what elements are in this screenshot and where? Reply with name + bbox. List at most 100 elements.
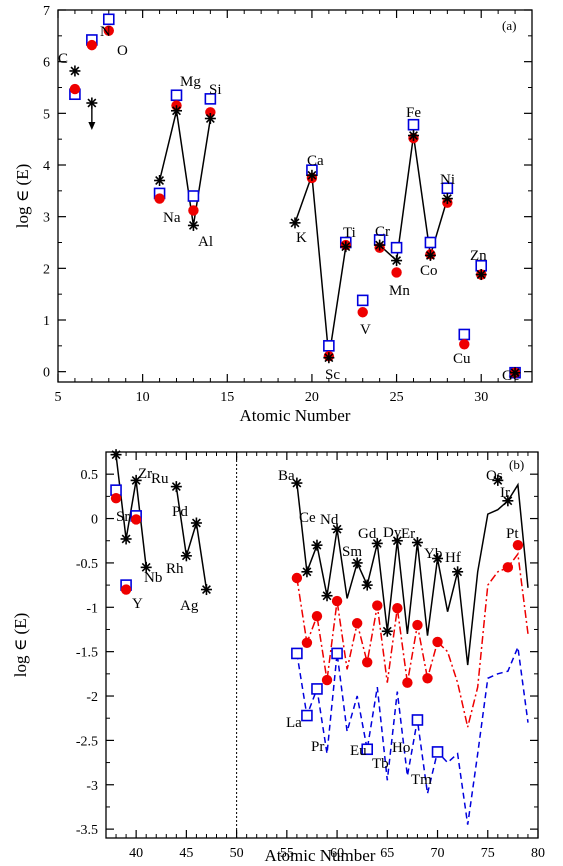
element-label-n: N	[100, 24, 111, 40]
x-tick-label: 80	[531, 846, 545, 861]
blue-square-point	[172, 90, 182, 100]
element-label-ag: Ag	[180, 598, 199, 614]
observed-asterisk	[121, 533, 132, 544]
red-circle-point	[372, 600, 382, 610]
observed-asterisk	[306, 170, 317, 181]
y-tick-label: 4	[43, 159, 50, 174]
observed-asterisk	[476, 269, 487, 280]
x-tick-label: 70	[431, 846, 445, 861]
y-tick-label: 0	[43, 366, 50, 381]
observed-asterisk	[408, 130, 419, 141]
x-tick-label: 40	[129, 846, 143, 861]
element-label-pd: Pd	[172, 504, 188, 520]
observed-asterisk	[69, 65, 80, 76]
element-label-cu: Cu	[453, 351, 471, 367]
element-label-mn: Mn	[389, 283, 410, 299]
panel-b-tag: (b)	[509, 457, 524, 472]
blue-square-point	[188, 191, 198, 201]
element-label-tb: Tb	[372, 756, 389, 772]
x-tick-label: 25	[390, 390, 404, 405]
element-label-dy: Dy	[383, 525, 402, 541]
observed-asterisk	[154, 175, 165, 186]
y-tick-label: 3	[43, 211, 50, 226]
element-label-sr: Sr	[116, 509, 129, 525]
red-circle-point	[503, 562, 513, 572]
observed-asterisk	[181, 550, 192, 561]
red-circle-point	[412, 620, 422, 630]
panel-b-xlabel: Atomic Number	[265, 846, 376, 865]
y-tick-label: 7	[43, 4, 50, 19]
element-label-sm: Sm	[342, 544, 362, 560]
red-circle-point	[391, 267, 401, 277]
blue-square-point	[358, 295, 368, 305]
element-label-nb: Nb	[144, 570, 162, 586]
red-circle-point	[322, 675, 332, 685]
observed-asterisk	[86, 98, 97, 109]
element-label-ho: Ho	[392, 740, 410, 756]
y-tick-label: 0.5	[81, 468, 99, 483]
observed-line	[160, 111, 211, 226]
observed-asterisk	[382, 626, 393, 637]
x-tick-label: 30	[474, 390, 488, 405]
panel-a-tag: (a)	[502, 18, 516, 33]
element-label-eu: Eu	[350, 743, 367, 759]
observed-asterisk	[205, 113, 216, 124]
y-tick-label: -1.5	[76, 646, 98, 661]
red-circle-point	[292, 573, 302, 583]
observed-asterisk	[442, 193, 453, 204]
red-circle-point	[358, 307, 368, 317]
element-label-rh: Rh	[166, 561, 184, 577]
observed-asterisk	[191, 517, 202, 528]
element-label-os: Os	[486, 468, 503, 484]
blue-square-point	[332, 648, 342, 658]
red-circle-point	[459, 339, 469, 349]
x-tick-label: 10	[136, 390, 150, 405]
observed-asterisk	[425, 250, 436, 261]
blue-square-point	[412, 715, 422, 725]
element-label-ti: Ti	[343, 225, 356, 241]
x-tick-label: 45	[179, 846, 193, 861]
blue-square-point	[392, 243, 402, 253]
panel-b: 40 45 50 55 60 65 70 75 80 0.5 0 -0.5 -1 -1.5 -2 -2.5 -3…	[11, 449, 545, 865]
element-label-na: Na	[163, 210, 181, 226]
blue-square-point	[459, 329, 469, 339]
model-blue-line	[297, 647, 528, 825]
element-label-fe: Fe	[406, 105, 421, 121]
y-tick-label: -0.5	[76, 557, 98, 572]
element-label-la: La	[286, 715, 302, 731]
panel-a-frame	[58, 10, 532, 382]
observed-line	[380, 136, 448, 261]
observed-asterisk	[322, 590, 333, 601]
observed-asterisk	[301, 566, 312, 577]
element-label-k: K	[296, 230, 307, 246]
element-label-tm: Tm	[411, 772, 432, 788]
element-label-yb: Yb	[424, 546, 442, 562]
blue-square-point	[104, 14, 114, 24]
panel-a: 5 10 15 20 25 30 0 1 2 3 4 5 6 7 C NO Na Mg Al Si K Ca Sc Ti V C…	[13, 4, 532, 425]
red-circle-point	[432, 637, 442, 647]
element-label-c: C	[58, 51, 68, 67]
element-label-pt: Pt	[506, 526, 519, 542]
y-tick-label: -1	[86, 601, 98, 616]
model-red-line	[297, 554, 528, 727]
panel-a-ylabel: log ∈ (E)	[13, 164, 32, 229]
element-label-pr: Pr	[311, 739, 324, 755]
blue-square-point	[409, 120, 419, 130]
red-circle-point	[121, 584, 131, 594]
element-label-ir: Ir	[500, 485, 510, 501]
blue-square-point	[292, 648, 302, 658]
element-label-ru: Ru	[151, 471, 169, 487]
element-label-er: Er	[401, 526, 415, 542]
y-tick-label: 0	[91, 513, 98, 528]
observed-asterisk	[374, 240, 385, 251]
observed-asterisk	[311, 540, 322, 551]
observed-asterisk	[340, 241, 351, 252]
element-label-ba: Ba	[278, 468, 295, 484]
element-label-cr: Cr	[375, 224, 390, 240]
x-tick-label: 75	[481, 846, 495, 861]
blue-square-point	[312, 684, 322, 694]
x-tick-label: 65	[380, 846, 394, 861]
observed-asterisk	[391, 255, 402, 266]
red-circle-point	[332, 596, 342, 606]
element-label-ce: Ce	[299, 510, 316, 526]
